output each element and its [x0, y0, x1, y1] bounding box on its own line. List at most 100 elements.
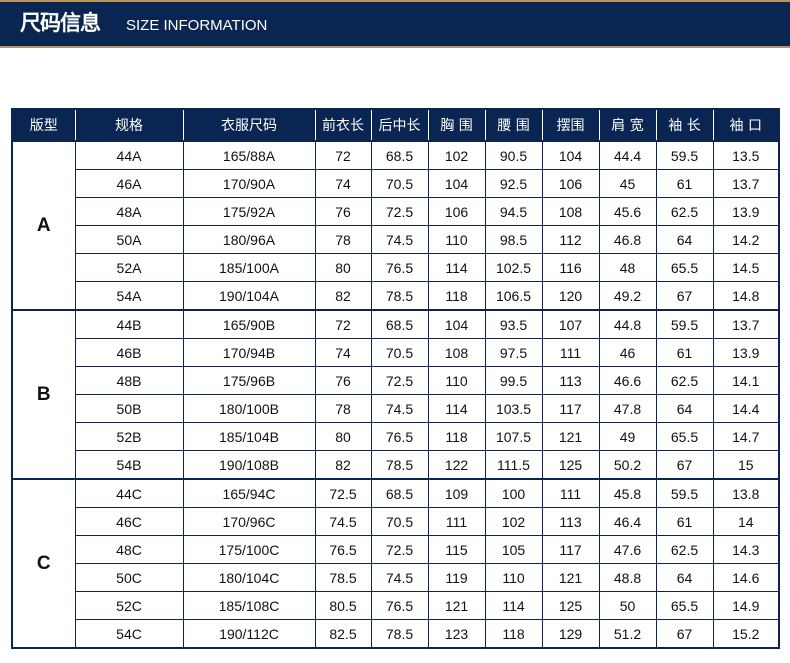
- table-cell: 108: [541, 197, 599, 226]
- table-cell: 13.8: [712, 478, 779, 508]
- table-cell: 13.9: [712, 197, 779, 226]
- table-cell: 102: [484, 507, 542, 536]
- table-row: 52B 185/104B 80 76.5 118 107.5 121 49 65.5 14.7: [12, 422, 779, 451]
- table-body: A 44A 165/88A 72 68.5 102 90.5 104 44.4 59.5 13.5 4…: [12, 140, 779, 648]
- header-cell: 胸 围: [427, 109, 485, 141]
- table-cell: 70.5: [370, 338, 428, 367]
- table-cell: 45.8: [598, 478, 656, 508]
- table-cell: 47.6: [598, 535, 656, 564]
- table-cell: 180/96A: [182, 225, 315, 254]
- fit-group-label: C: [12, 478, 75, 648]
- table-cell: 102: [427, 140, 485, 170]
- table-cell: 117: [541, 394, 599, 423]
- table-cell: 113: [541, 507, 599, 536]
- table-cell: 54B: [74, 450, 183, 479]
- table-cell: 165/94C: [182, 478, 315, 508]
- table-cell: 45.6: [598, 197, 656, 226]
- fit-group-label: B: [12, 309, 75, 479]
- table-cell: 103.5: [484, 394, 542, 423]
- table-row: 50C 180/104C 78.5 74.5 119 110 121 48.8 64 14.6: [12, 563, 779, 592]
- table-cell: 74: [314, 338, 371, 367]
- table-cell: 175/92A: [182, 197, 315, 226]
- table-cell: 114: [427, 253, 485, 282]
- table-cell: 72: [314, 140, 371, 170]
- table-cell: 64: [655, 225, 713, 254]
- table-cell: 67: [655, 450, 713, 479]
- table-cell: 76.5: [370, 422, 428, 451]
- table-cell: 46C: [74, 507, 183, 536]
- table-cell: 13.5: [712, 140, 779, 170]
- title-banner: 尺码信息 SIZE INFORMATION: [0, 0, 790, 48]
- table-cell: 49.2: [598, 281, 656, 310]
- table-row: 54A 190/104A 82 78.5 118 106.5 120 49.2 67 14.8: [12, 281, 779, 310]
- table-cell: 14.1: [712, 366, 779, 395]
- table-cell: 68.5: [370, 140, 428, 170]
- table-row: 46C 170/96C 74.5 70.5 111 102 113 46.4 61 14: [12, 507, 779, 536]
- table-cell: 14.8: [712, 281, 779, 310]
- table-cell: 175/100C: [182, 535, 315, 564]
- table-cell: 104: [427, 169, 485, 198]
- table-cell: 78.5: [370, 450, 428, 479]
- table-cell: 67: [655, 281, 713, 310]
- table-cell: 48C: [74, 535, 183, 564]
- table-cell: 70.5: [370, 169, 428, 198]
- table-cell: 93.5: [484, 309, 542, 339]
- table-cell: 62.5: [655, 197, 713, 226]
- table-row: 50A 180/96A 78 74.5 110 98.5 112 46.8 64 14.2: [12, 225, 779, 254]
- banner-subtitle: SIZE INFORMATION: [126, 17, 268, 34]
- table-cell: 14.5: [712, 253, 779, 282]
- table-cell: 118: [427, 281, 485, 310]
- table-cell: 107: [541, 309, 599, 339]
- table-cell: 80: [314, 253, 371, 282]
- header-cell: 摆围: [541, 109, 599, 141]
- table-cell: 52B: [74, 422, 183, 451]
- table-cell: 14.9: [712, 591, 779, 620]
- table-cell: 106: [541, 169, 599, 198]
- header-cell: 前衣长: [314, 109, 371, 141]
- table-cell: 50B: [74, 394, 183, 423]
- table-cell: 76.5: [370, 591, 428, 620]
- table-cell: 105: [484, 535, 542, 564]
- table-cell: 90.5: [484, 140, 542, 170]
- table-cell: 102.5: [484, 253, 542, 282]
- table-cell: 13.7: [712, 309, 779, 339]
- table-cell: 92.5: [484, 169, 542, 198]
- banner-gold-line: [0, 0, 790, 2]
- table-cell: 72.5: [314, 478, 371, 508]
- table-cell: 65.5: [655, 422, 713, 451]
- table-cell: 15: [712, 450, 779, 479]
- table-row: 48B 175/96B 76 72.5 110 99.5 113 46.6 62.5 14.1: [12, 366, 779, 395]
- header-cell: 袖 口: [712, 109, 779, 141]
- table-row: 48A 175/92A 76 72.5 106 94.5 108 45.6 62.5 13.9: [12, 197, 779, 226]
- table-cell: 44A: [74, 140, 183, 170]
- fit-group-label: A: [12, 140, 75, 310]
- table-cell: 78: [314, 225, 371, 254]
- table-cell: 76: [314, 197, 371, 226]
- table-cell: 104: [427, 309, 485, 339]
- table-cell: 78.5: [314, 563, 371, 592]
- table-cell: 180/104C: [182, 563, 315, 592]
- header-cell: 腰 围: [484, 109, 542, 141]
- table-cell: 112: [541, 225, 599, 254]
- table-cell: 64: [655, 563, 713, 592]
- table-cell: 52C: [74, 591, 183, 620]
- header-cell: 衣服尺码: [182, 109, 315, 141]
- table-cell: 51.2: [598, 619, 656, 648]
- table-row: C 44C 165/94C 72.5 68.5 109 100 111 45.8 59.5 13.8: [12, 478, 779, 648]
- table-cell: 114: [427, 394, 485, 423]
- table-header-row: 版型 规格 衣服尺码 前衣长 后中长 胸 围 腰 围 摆围 肩 宽 袖 长 袖 …: [12, 109, 779, 141]
- table-cell: 52A: [74, 253, 183, 282]
- table-cell: 185/104B: [182, 422, 315, 451]
- table-cell: 113: [541, 366, 599, 395]
- table-cell: 170/94B: [182, 338, 315, 367]
- table-cell: 54C: [74, 619, 183, 648]
- table-cell: 165/90B: [182, 309, 315, 339]
- table-cell: 121: [541, 563, 599, 592]
- table-cell: 117: [541, 535, 599, 564]
- table-cell: 14: [712, 507, 779, 536]
- table-cell: 46B: [74, 338, 183, 367]
- table-cell: 14.4: [712, 394, 779, 423]
- table-cell: 44B: [74, 309, 183, 339]
- table-cell: 44.4: [598, 140, 656, 170]
- table-cell: 123: [427, 619, 485, 648]
